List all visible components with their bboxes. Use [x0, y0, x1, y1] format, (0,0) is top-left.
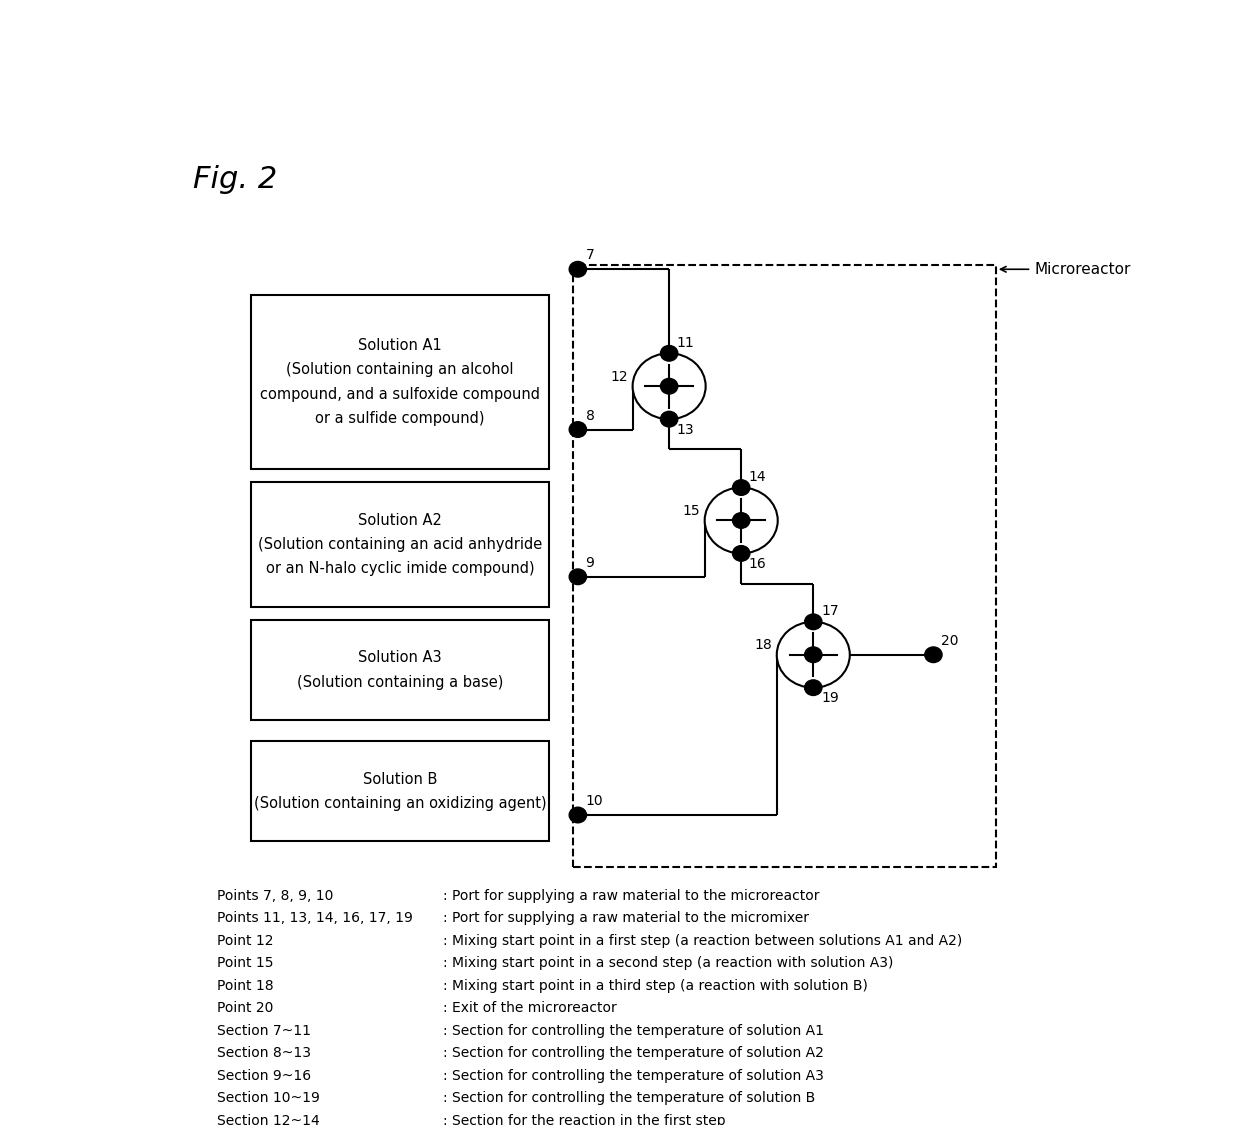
Circle shape: [569, 569, 587, 585]
Text: : Section for controlling the temperature of solution A3: : Section for controlling the temperatur…: [444, 1069, 825, 1083]
Text: 18: 18: [754, 638, 773, 652]
Circle shape: [733, 479, 750, 495]
Text: or a sulfide compound): or a sulfide compound): [315, 411, 485, 425]
Text: 8: 8: [585, 408, 594, 423]
Text: : Port for supplying a raw material to the micromixer: : Port for supplying a raw material to t…: [444, 911, 810, 925]
Circle shape: [661, 412, 678, 426]
Text: Point 15: Point 15: [217, 956, 274, 970]
Text: Microreactor: Microreactor: [1034, 262, 1131, 277]
Text: 15: 15: [682, 504, 699, 518]
Text: (Solution containing an oxidizing agent): (Solution containing an oxidizing agent): [254, 795, 547, 811]
Circle shape: [733, 546, 750, 561]
Text: : Mixing start point in a second step (a reaction with solution A3): : Mixing start point in a second step (a…: [444, 956, 894, 970]
Text: Section 9~16: Section 9~16: [217, 1069, 311, 1083]
Text: Solution B: Solution B: [363, 772, 438, 786]
Circle shape: [661, 378, 678, 394]
Text: (Solution containing an acid anhydride: (Solution containing an acid anhydride: [258, 537, 542, 551]
FancyBboxPatch shape: [250, 482, 549, 608]
Text: : Mixing start point in a third step (a reaction with solution B): : Mixing start point in a third step (a …: [444, 979, 868, 992]
FancyBboxPatch shape: [250, 295, 549, 468]
Circle shape: [704, 487, 777, 554]
Text: (Solution containing a base): (Solution containing a base): [296, 675, 503, 690]
FancyBboxPatch shape: [250, 741, 549, 842]
FancyBboxPatch shape: [250, 620, 549, 720]
Circle shape: [805, 647, 822, 663]
Text: Section 7~11: Section 7~11: [217, 1024, 311, 1037]
Text: Point 18: Point 18: [217, 979, 274, 992]
Text: 13: 13: [677, 423, 694, 436]
Text: 16: 16: [749, 557, 766, 570]
Text: 20: 20: [941, 633, 959, 648]
Text: : Section for controlling the temperature of solution A1: : Section for controlling the temperatur…: [444, 1024, 825, 1037]
Text: : Section for the reaction in the first step: : Section for the reaction in the first …: [444, 1114, 725, 1125]
Circle shape: [632, 353, 706, 420]
Text: : Port for supplying a raw material to the microreactor: : Port for supplying a raw material to t…: [444, 889, 820, 902]
Text: 12: 12: [610, 370, 627, 384]
Text: compound, and a sulfoxide compound: compound, and a sulfoxide compound: [260, 387, 541, 402]
Circle shape: [925, 647, 942, 663]
Text: Section 10~19: Section 10~19: [217, 1091, 320, 1106]
Text: Point 12: Point 12: [217, 934, 274, 947]
Text: 11: 11: [677, 336, 694, 350]
Text: Fig. 2: Fig. 2: [193, 165, 278, 195]
Circle shape: [569, 261, 587, 277]
Text: Solution A3: Solution A3: [358, 650, 441, 665]
Circle shape: [805, 680, 822, 695]
Text: 19: 19: [821, 691, 838, 705]
Text: 10: 10: [585, 794, 603, 808]
Text: 7: 7: [585, 249, 594, 262]
Circle shape: [661, 345, 678, 361]
Text: : Section for controlling the temperature of solution A2: : Section for controlling the temperatur…: [444, 1046, 825, 1060]
Text: Points 7, 8, 9, 10: Points 7, 8, 9, 10: [217, 889, 334, 902]
Circle shape: [805, 614, 822, 630]
Circle shape: [569, 808, 587, 822]
Text: Points 11, 13, 14, 16, 17, 19: Points 11, 13, 14, 16, 17, 19: [217, 911, 413, 925]
Text: : Exit of the microreactor: : Exit of the microreactor: [444, 1001, 618, 1015]
Circle shape: [733, 513, 750, 529]
Text: Section 12~14: Section 12~14: [217, 1114, 320, 1125]
Text: Solution A2: Solution A2: [358, 513, 441, 528]
Text: Section 8~13: Section 8~13: [217, 1046, 311, 1060]
Circle shape: [776, 622, 849, 687]
Text: : Section for controlling the temperature of solution B: : Section for controlling the temperatur…: [444, 1091, 816, 1106]
Text: Point 20: Point 20: [217, 1001, 274, 1015]
Text: (Solution containing an alcohol: (Solution containing an alcohol: [286, 362, 513, 377]
Text: 9: 9: [585, 556, 594, 570]
Text: Solution A1: Solution A1: [358, 338, 441, 353]
Circle shape: [569, 422, 587, 438]
Text: 17: 17: [821, 604, 838, 619]
Text: 14: 14: [749, 470, 766, 484]
Text: or an N-halo cyclic imide compound): or an N-halo cyclic imide compound): [265, 561, 534, 576]
Text: : Mixing start point in a first step (a reaction between solutions A1 and A2): : Mixing start point in a first step (a …: [444, 934, 962, 947]
